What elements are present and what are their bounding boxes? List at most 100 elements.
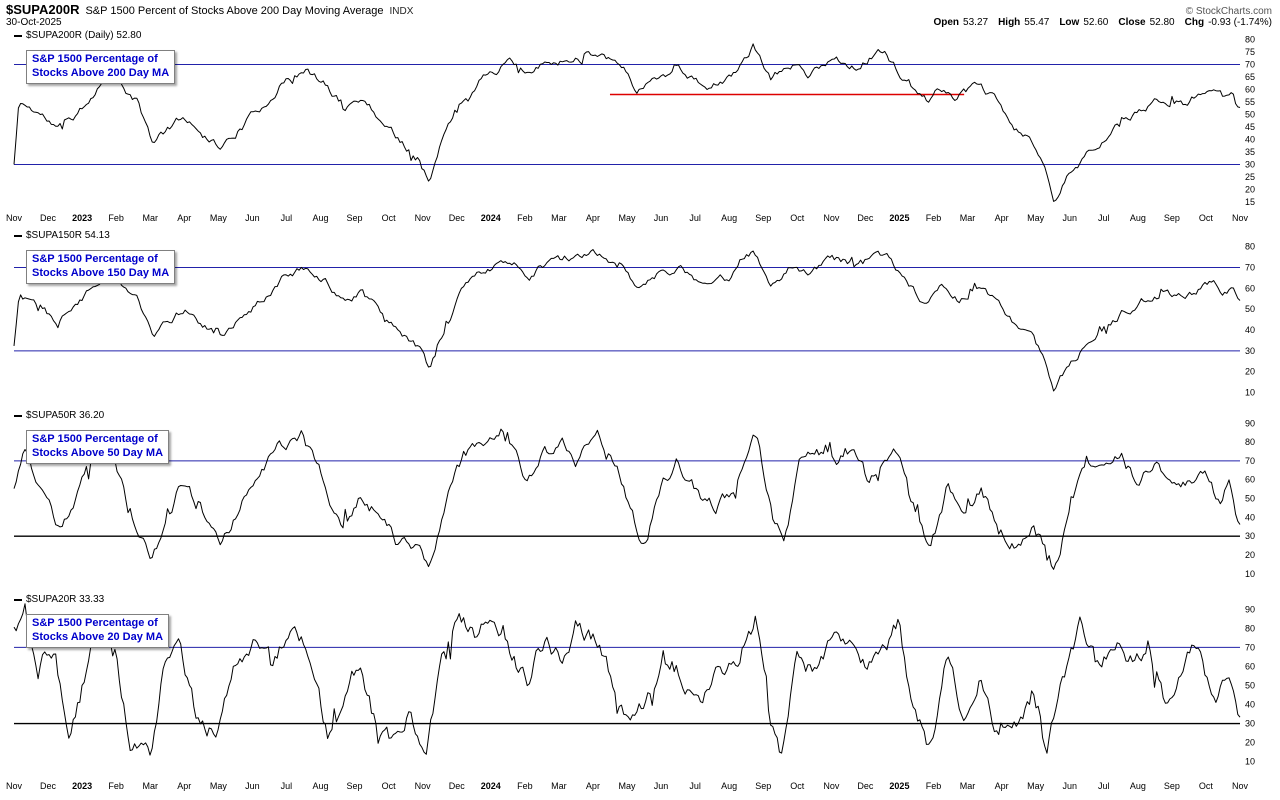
x-axis-label: Apr — [585, 213, 600, 223]
x-axis-label: Apr — [994, 213, 1009, 223]
x-axis-label: May — [1027, 781, 1045, 791]
x-axis-label: Apr — [994, 781, 1009, 791]
y-axis-label: 70 — [1245, 456, 1255, 466]
x-axis-label: Sep — [1163, 781, 1180, 791]
y-axis-label: 10 — [1245, 388, 1255, 398]
y-axis-label: 40 — [1245, 700, 1255, 710]
legend-dash-icon — [14, 414, 22, 417]
annotation-line: S&P 1500 Percentage of — [32, 53, 158, 65]
panel-supa150r: 80 70 60 50 40 30 20 10 $SUPA150R 54.13 S&P 1500 … — [0, 228, 1280, 408]
x-axis-label: Jul — [280, 213, 293, 223]
y-axis-label: 20 — [1245, 550, 1255, 560]
x-axis-label: May — [618, 781, 636, 791]
x-axis-label: May — [618, 213, 636, 223]
x-axis-label: May — [209, 213, 227, 223]
x-axis-label: Mar — [959, 781, 976, 791]
x-axis-label: Aug — [312, 213, 329, 223]
x-axis-label: Oct — [790, 781, 805, 791]
symbol: $SUPA200R — [6, 2, 80, 17]
x-axis-label: Mar — [959, 213, 976, 223]
y-axis-label: 30 — [1245, 531, 1255, 541]
y-axis-label: 50 — [1245, 494, 1255, 504]
y-axis-label: 50 — [1245, 304, 1255, 314]
y-axis-label: 90 — [1245, 604, 1255, 614]
y-axis-label: 60 — [1245, 85, 1255, 95]
annotation-line: Stocks Above 200 Day MA — [32, 66, 170, 79]
legend-dash-icon — [14, 234, 22, 237]
quote-low-label: Low — [1059, 17, 1080, 29]
x-axis-label: 2024 — [480, 213, 501, 223]
y-axis-label: 50 — [1245, 110, 1255, 120]
x-axis-label: Jun — [1062, 213, 1077, 223]
y-axis-label: 15 — [1245, 197, 1255, 207]
x-axis-label: Dec — [857, 213, 874, 223]
y-axis-label: 55 — [1245, 97, 1255, 107]
y-axis-label: 50 — [1245, 681, 1255, 691]
y-axis-label: 70 — [1245, 60, 1255, 70]
quote-open-label: Open — [933, 17, 960, 29]
y-axis-label: 90 — [1245, 418, 1255, 428]
x-axis-label: Nov — [5, 213, 23, 223]
quote-low-value: 52.60 — [1083, 17, 1109, 29]
x-axis-label: Dec — [40, 781, 57, 791]
y-axis-label: 60 — [1245, 475, 1255, 485]
x-axis-label: Sep — [346, 781, 363, 791]
annotation-line: S&P 1500 Percentage of — [32, 617, 158, 629]
copyright: © StockCharts.com — [1185, 6, 1272, 17]
ticker-text: $SUPA50R 36.20 — [26, 410, 105, 421]
y-axis-label: 30 — [1245, 346, 1255, 356]
x-axis-label: Feb — [925, 213, 942, 223]
y-axis-label: 40 — [1245, 512, 1255, 522]
x-axis-label: Sep — [755, 781, 772, 791]
annotation-box: S&P 1500 Percentage of Stocks Above 20 Da… — [26, 614, 170, 648]
x-axis-label: Sep — [346, 213, 363, 223]
price-line-supa20r — [13, 603, 1241, 756]
x-axis-label: Jun — [245, 213, 260, 223]
price-line-supa50r — [13, 428, 1241, 570]
x-axis-label: Nov — [1231, 213, 1249, 223]
x-axis-label: Aug — [1129, 781, 1146, 791]
x-axis-label: 2023 — [72, 781, 93, 791]
y-axis-label: 20 — [1245, 738, 1255, 748]
exchange-label: INDX — [389, 6, 414, 17]
annotation-line: Stocks Above 150 Day MA — [32, 266, 170, 279]
x-axis-label: Aug — [1129, 213, 1146, 223]
price-line-supa200r — [13, 43, 1241, 202]
quote-strip: Open 53.27 High 55.47 Low 52.60 Close 52… — [927, 17, 1272, 29]
annotation-box: S&P 1500 Percentage of Stocks Above 200 D… — [26, 50, 176, 84]
x-axis-label: Apr — [177, 213, 192, 223]
x-axis-label: Feb — [517, 213, 533, 223]
y-axis-label: 80 — [1245, 35, 1255, 45]
y-axis-label: 60 — [1245, 661, 1255, 671]
x-axis-label: Sep — [755, 213, 772, 223]
chart-supa200r: 80 75 70 65 60 55 50 45 40 35 30 25 20 15 — [13, 35, 1255, 207]
x-axis-label: Oct — [790, 213, 805, 223]
x-axis-label: Oct — [1198, 781, 1213, 791]
page-title: S&P 1500 Percent of Stocks Above 200 Day… — [85, 5, 384, 17]
chart-header: $SUPA200R S&P 1500 Percent of Stocks Abo… — [0, 0, 1280, 28]
x-axis-label: 2025 — [889, 781, 910, 791]
chart-supa150r: 80 70 60 50 40 30 20 10 — [13, 242, 1255, 398]
y-axis-label: 40 — [1245, 325, 1255, 335]
x-axis-label: Feb — [517, 781, 533, 791]
y-axis-label: 65 — [1245, 72, 1255, 82]
x-axis-label: Oct — [381, 213, 396, 223]
y-axis-label: 80 — [1245, 242, 1255, 252]
x-axis-label: Oct — [381, 781, 396, 791]
x-axis-label: Feb — [925, 781, 942, 791]
quote-chg-value: -0.93 (-1.74%) — [1208, 17, 1272, 29]
y-axis-label: 75 — [1245, 47, 1255, 57]
annotation-line: S&P 1500 Percentage of — [32, 433, 158, 445]
quote-chg-label: Chg — [1184, 17, 1205, 29]
y-axis-label: 80 — [1245, 437, 1255, 447]
x-axis-label: Jun — [653, 213, 669, 223]
legend-dash-icon — [14, 598, 22, 601]
x-axis-label: Dec — [448, 781, 465, 791]
x-axis-label: Nov — [414, 213, 431, 223]
price-line-supa150r — [13, 249, 1241, 392]
y-axis-label: 80 — [1245, 623, 1255, 633]
panel-ticker-label: $SUPA150R 54.13 — [14, 230, 110, 241]
y-axis-label: 60 — [1245, 283, 1255, 293]
annotation-box: S&P 1500 Percentage of Stocks Above 50 Da… — [26, 430, 170, 464]
y-axis-label: 35 — [1245, 147, 1255, 157]
